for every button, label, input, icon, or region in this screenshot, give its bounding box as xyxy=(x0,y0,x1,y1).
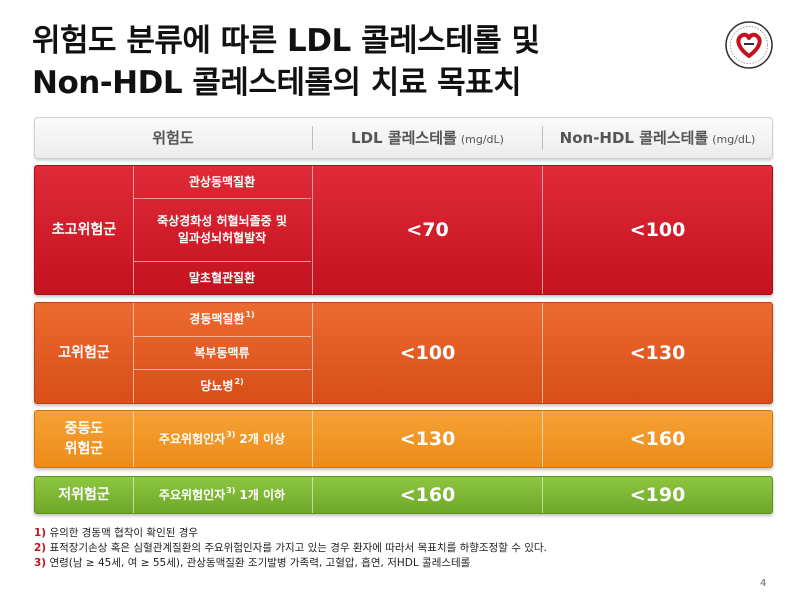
divider xyxy=(312,411,313,467)
divider xyxy=(133,166,134,294)
header-risk-label: 위험도 xyxy=(152,129,194,147)
divider xyxy=(133,303,134,403)
divider xyxy=(542,166,543,294)
nonhdl-target-high: <130 xyxy=(629,342,686,364)
nonhdl-target-low: <190 xyxy=(629,484,686,506)
condition-pad-label: 말초혈관질환 xyxy=(188,270,256,285)
row-very-high-risk: 초고위험군 관상동맥질환 죽상경화성 허혈뇌졸중 및 일과성뇌허혈발작 말초혈관… xyxy=(34,165,773,295)
header-divider xyxy=(312,126,313,150)
category-moderate-line2: 위험군 xyxy=(64,441,104,457)
condition-cad-label: 관상동맥질환 xyxy=(188,174,256,189)
condition-carotid-label: 경동맥질환 xyxy=(189,312,245,326)
condition-count: 2개 이상 xyxy=(239,431,286,446)
ldl-target-low: <160 xyxy=(399,484,456,506)
condition-label: 주요위험인자 xyxy=(158,431,226,446)
divider xyxy=(312,477,313,513)
divider xyxy=(134,198,311,199)
condition-aaa-label: 복부동맥류 xyxy=(194,345,250,360)
header-nonhdl: Non-HDL 콜레스테롤 (mg/dL) xyxy=(543,118,772,158)
row-high-risk: 고위험군 경동맥질환 1) 복부동맥류 당뇨병 2) <100 <130 xyxy=(34,302,773,404)
condition-pad: 말초혈관질환 xyxy=(134,262,310,294)
footnote-number: 2) xyxy=(34,542,47,554)
row-low-risk: 저위험군 주요위험인자 3) 1개 이하 <160 <190 xyxy=(34,476,773,514)
condition-cad: 관상동맥질환 xyxy=(134,166,310,198)
category-very-high: 초고위험군 xyxy=(51,222,117,238)
header-ldl: LDL 콜레스테롤 (mg/dL) xyxy=(313,118,542,158)
divider xyxy=(133,477,134,513)
divider xyxy=(134,261,311,262)
header-ldl-label: LDL 콜레스테롤 xyxy=(351,129,457,147)
condition-aaa: 복부동맥류 xyxy=(134,337,310,369)
condition-risk-factors-low: 주요위험인자 3) 1개 이하 xyxy=(134,477,310,513)
footnote-text: 연령(남 ≥ 45세, 여 ≥ 55세), 관상동맥질환 조기발병 가족력, 고… xyxy=(49,557,471,569)
header-divider xyxy=(542,126,543,150)
divider xyxy=(542,477,543,513)
condition-diabetes-label: 당뇨병 xyxy=(200,379,234,393)
footnote-text: 표적장기손상 혹은 심혈관계질환의 주요위험인자를 가지고 있는 경우 환자에 … xyxy=(49,542,547,554)
slide-title-line2: Non-HDL 콜레스테롤의 치료 목표치 xyxy=(32,65,522,101)
footnote-text: 유의한 경동맥 협착이 확인된 경우 xyxy=(49,527,199,539)
nonhdl-target-moderate: <160 xyxy=(629,428,686,450)
condition-risk-factors-moderate: 주요위험인자 3) 2개 이상 xyxy=(134,411,310,467)
divider xyxy=(542,303,543,403)
nonhdl-target-very-high: <100 xyxy=(629,219,686,241)
divider xyxy=(312,166,313,294)
footnotes: 1) 유의한 경동맥 협착이 확인된 경우 2) 표적장기손상 혹은 심혈관계질… xyxy=(34,526,774,571)
row-moderate-risk: 중등도 위험군 주요위험인자 3) 2개 이상 <130 <160 xyxy=(34,410,773,468)
ldl-target-high: <100 xyxy=(399,342,456,364)
footnote-number: 1) xyxy=(34,527,47,539)
ldl-target-moderate: <130 xyxy=(399,428,456,450)
divider xyxy=(134,369,311,370)
header-ldl-unit: (mg/dL) xyxy=(460,133,504,146)
footnote-3: 3) 연령(남 ≥ 45세, 여 ≥ 55세), 관상동맥질환 조기발병 가족력… xyxy=(34,556,774,571)
footnote-number: 3) xyxy=(34,557,47,569)
ldl-target-very-high: <70 xyxy=(406,219,449,241)
footnote-ref: 2) xyxy=(234,377,244,386)
condition-stroke-label: 죽상경화성 허혈뇌졸중 및 일과성뇌허혈발작 xyxy=(157,214,287,245)
society-emblem-icon xyxy=(724,20,774,70)
category-high: 고위험군 xyxy=(58,345,110,361)
category-low: 저위험군 xyxy=(58,487,110,503)
slide-title: 위험도 분류에 따른 LDL 콜레스테롤 및 Non-HDL 콜레스테롤의 치료… xyxy=(32,20,722,104)
header-nonhdl-unit: (mg/dL) xyxy=(712,133,756,146)
category-moderate: 중등도 위험군 xyxy=(35,411,133,467)
footnote-ref: 1) xyxy=(245,310,255,319)
divider xyxy=(133,411,134,467)
condition-count: 1개 이하 xyxy=(239,487,286,502)
divider xyxy=(542,411,543,467)
condition-diabetes: 당뇨병 2) xyxy=(134,370,310,403)
slide-title-line1: 위험도 분류에 따른 LDL 콜레스테롤 및 xyxy=(32,23,540,59)
footnote-1: 1) 유의한 경동맥 협착이 확인된 경우 xyxy=(34,526,774,541)
category-moderate-line1: 중등도 xyxy=(64,421,104,437)
condition-label: 주요위험인자 xyxy=(158,487,226,502)
page-number: 4 xyxy=(760,578,767,589)
header-nonhdl-label: Non-HDL 콜레스테롤 xyxy=(559,129,709,147)
header-risk: 위험도 xyxy=(35,118,311,158)
footnote-ref: 3) xyxy=(226,429,236,439)
condition-carotid: 경동맥질환 1) xyxy=(134,303,310,336)
divider xyxy=(312,303,313,403)
table-header: 위험도 LDL 콜레스테롤 (mg/dL) Non-HDL 콜레스테롤 (mg/dL… xyxy=(34,117,773,159)
footnote-ref: 3) xyxy=(226,485,236,495)
divider xyxy=(134,336,311,337)
condition-stroke: 죽상경화성 허혈뇌졸중 및 일과성뇌허혈발작 xyxy=(134,199,310,261)
footnote-2: 2) 표적장기손상 혹은 심혈관계질환의 주요위험인자를 가지고 있는 경우 환… xyxy=(34,541,774,556)
